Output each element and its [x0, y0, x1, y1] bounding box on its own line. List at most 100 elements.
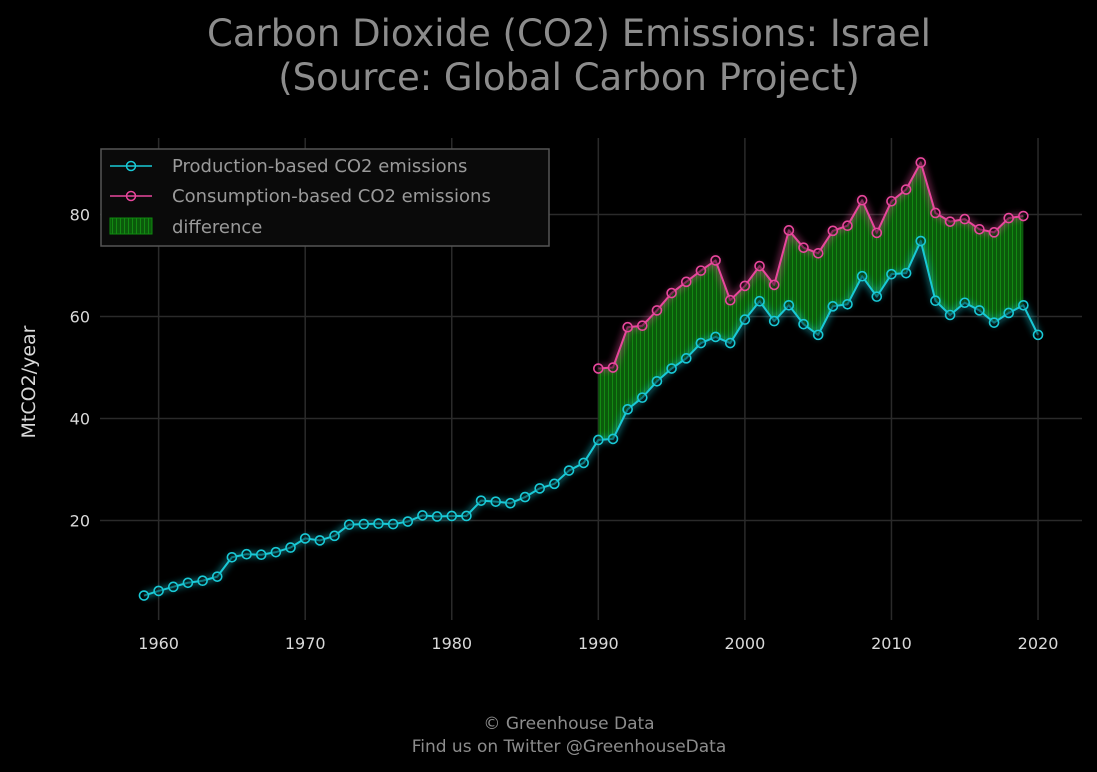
- point-production-2010: [886, 268, 897, 280]
- point-consumption-1997: [695, 265, 707, 276]
- chart-title-line1: Carbon Dioxide (CO2) Emissions: Israel: [207, 12, 931, 55]
- point-production-1959: [138, 590, 150, 601]
- point-production-2016: [974, 305, 985, 316]
- point-production-1985: [519, 491, 531, 503]
- point-consumption-2014: [944, 216, 956, 227]
- point-production-1967: [255, 549, 267, 561]
- point-production-1963: [197, 575, 208, 587]
- point-production-1976: [387, 518, 399, 530]
- point-production-1983: [490, 496, 502, 507]
- x-axis: 1960 1970 1980 1990 2000 2010 2020: [138, 634, 1058, 653]
- point-production-2002: [768, 315, 780, 327]
- x-tick-label-2010: 2010: [871, 634, 912, 653]
- point-production-1968: [270, 546, 282, 558]
- x-tick-label-1970: 1970: [285, 634, 326, 653]
- point-consumption-2005: [812, 247, 824, 259]
- point-consumption-1999: [724, 294, 736, 306]
- point-production-2009: [871, 291, 883, 302]
- point-production-1960: [153, 585, 164, 597]
- point-consumption-2001: [754, 260, 765, 272]
- point-production-2001: [754, 295, 765, 307]
- point-production-2006: [827, 301, 839, 312]
- legend-label-production: Production-based CO2 emissions: [172, 156, 467, 177]
- point-production-1994: [651, 375, 663, 387]
- point-production-1981: [461, 510, 472, 522]
- x-tick-label-2000: 2000: [725, 634, 766, 653]
- point-production-2015: [959, 297, 971, 309]
- difference-area: [598, 162, 1024, 440]
- point-production-1988: [563, 465, 575, 476]
- point-production-1978: [417, 510, 428, 521]
- point-production-1970: [299, 533, 311, 544]
- point-production-2007: [842, 298, 853, 310]
- point-production-1962: [182, 577, 194, 589]
- point-production-1989: [578, 457, 589, 469]
- point-consumption-2019: [1018, 210, 1029, 222]
- y-axis: 20 40 60 80: [70, 206, 90, 531]
- legend: Production-based CO2 emissions Consumpti…: [100, 148, 550, 247]
- point-production-2017: [988, 317, 1000, 328]
- point-production-1964: [211, 571, 223, 582]
- point-production-1977: [402, 516, 414, 527]
- point-consumption-2008: [856, 194, 868, 206]
- point-production-2004: [798, 318, 809, 330]
- point-production-1984: [505, 497, 516, 509]
- point-production-2005: [812, 329, 824, 341]
- point-consumption-2013: [930, 207, 941, 219]
- point-production-2018: [1003, 307, 1015, 319]
- point-consumption-2017: [988, 227, 1000, 238]
- legend-marker-production: [125, 160, 137, 172]
- series-layer: [138, 157, 1044, 601]
- y-tick-label-20: 20: [70, 512, 90, 531]
- point-consumption-2003: [783, 225, 795, 236]
- point-production-1996: [680, 353, 692, 364]
- point-consumption-2004: [798, 242, 809, 253]
- point-production-2020: [1032, 329, 1044, 341]
- chart-title-line2: (Source: Global Carbon Project): [278, 56, 860, 99]
- y-axis-label: MtCO2/year: [18, 325, 40, 438]
- point-production-1998: [710, 331, 721, 343]
- x-tick-label-1990: 1990: [578, 634, 619, 653]
- point-production-1973: [343, 519, 355, 530]
- point-production-1979: [431, 511, 443, 522]
- point-production-2019: [1018, 299, 1029, 311]
- x-tick-label-1980: 1980: [431, 634, 472, 653]
- difference-fill: [598, 162, 1024, 440]
- point-consumption-2006: [827, 225, 839, 237]
- point-production-2000: [739, 314, 751, 325]
- point-production-2003: [783, 299, 795, 311]
- point-production-1972: [329, 530, 340, 542]
- point-consumption-2016: [974, 223, 985, 235]
- y-tick-label-40: 40: [70, 410, 90, 429]
- point-production-1986: [534, 483, 546, 494]
- point-consumption-2012: [915, 157, 927, 168]
- legend-swatch-difference: [109, 217, 153, 235]
- point-production-1969: [285, 542, 296, 553]
- point-consumption-2009: [871, 227, 883, 239]
- y-tick-label-60: 60: [70, 308, 90, 327]
- legend-frame: [100, 148, 550, 247]
- point-production-1965: [226, 551, 238, 563]
- point-consumption-1994: [651, 305, 663, 316]
- point-consumption-1995: [666, 287, 677, 299]
- point-production-2011: [900, 267, 912, 279]
- y-tick-label-80: 80: [70, 206, 90, 225]
- point-production-1990: [593, 434, 604, 446]
- point-production-1999: [724, 337, 736, 349]
- point-production-1992: [622, 404, 633, 415]
- legend-label-consumption: Consumption-based CO2 emissions: [172, 186, 491, 207]
- point-production-1987: [549, 478, 560, 490]
- point-consumption-1991: [607, 362, 619, 373]
- point-production-1997: [695, 337, 707, 349]
- point-consumption-2007: [842, 220, 853, 232]
- point-production-2013: [930, 295, 941, 307]
- point-consumption-1998: [710, 255, 721, 266]
- footer-copyright: © Greenhouse Data: [483, 714, 654, 734]
- point-production-1974: [358, 518, 370, 530]
- point-production-1971: [314, 535, 326, 546]
- point-production-2014: [944, 309, 956, 321]
- x-tick-label-2020: 2020: [1018, 634, 1059, 653]
- point-consumption-1993: [636, 320, 648, 331]
- point-production-2012: [915, 235, 927, 247]
